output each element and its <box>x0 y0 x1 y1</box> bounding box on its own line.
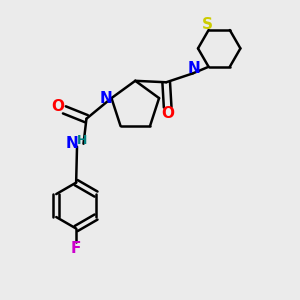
Text: O: O <box>161 106 174 121</box>
Text: N: N <box>100 91 112 106</box>
Text: N: N <box>66 136 79 151</box>
Text: S: S <box>202 17 213 32</box>
Text: O: O <box>51 99 64 114</box>
Text: H: H <box>77 134 87 147</box>
Text: N: N <box>188 61 200 76</box>
Text: F: F <box>71 241 81 256</box>
